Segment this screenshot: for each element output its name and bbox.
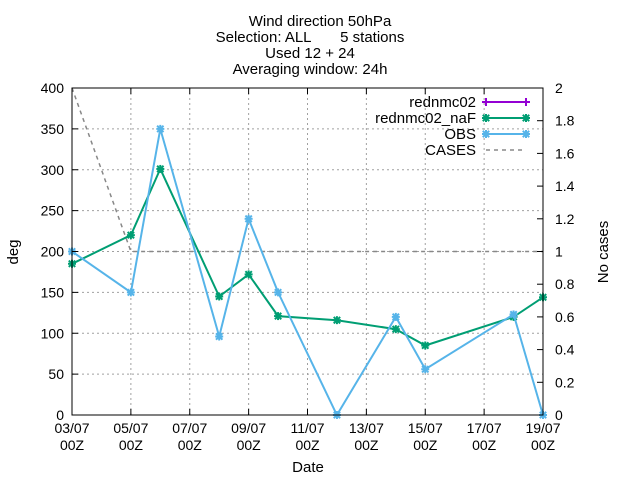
point-obs <box>274 288 283 297</box>
legend-marker-rednmc02-naf <box>482 114 490 122</box>
y-tick-label: 50 <box>48 366 64 382</box>
point-obs <box>421 365 430 374</box>
x-tick-label-time: 00Z <box>531 437 556 453</box>
legend-marker-obs-d2 <box>482 130 490 138</box>
series-line-cases <box>71 87 543 253</box>
y-axis: 0 50 100 150 200 250 300 350 400 <box>41 80 78 423</box>
legend-marker-rednmc02 <box>522 98 530 106</box>
y2-tick-label: 0.2 <box>555 374 575 390</box>
legend-marker-obs <box>522 130 530 138</box>
title-line-1: Wind direction 50hPa <box>249 13 392 30</box>
x-tick-label-time: 00Z <box>237 437 262 453</box>
x-tick-label-date: 19/07 <box>525 420 560 436</box>
legend-label-cases: CASES <box>425 142 476 159</box>
y-tick-label: 400 <box>41 80 65 96</box>
legend-label-rednmc02-naf: rednmc02_naF <box>375 110 476 127</box>
point-rednmc02-naf <box>391 325 400 334</box>
legend-label-obs: OBS <box>444 126 476 143</box>
y2-tick-label: 0.4 <box>555 342 575 358</box>
y-tick-label: 250 <box>41 203 65 219</box>
point-obs-d2 <box>244 214 253 223</box>
point-rednmc02-naf <box>421 341 430 350</box>
series-line-obs <box>71 128 544 418</box>
legend-marker-obs-d2 <box>522 130 530 138</box>
y2-tick-label: 1.4 <box>555 178 575 194</box>
point-obs-d2 <box>391 312 400 321</box>
x-tick-label-time: 00Z <box>354 437 379 453</box>
point-obs-d2 <box>156 124 165 133</box>
x-tick-label-date: 15/07 <box>408 420 443 436</box>
x-tick-label-date: 03/07 <box>54 420 89 436</box>
y-tick-label: 100 <box>41 325 65 341</box>
point-obs-d2 <box>126 288 135 297</box>
point-obs <box>126 288 135 297</box>
title-line-2: Selection: ALL 5 stations <box>216 29 405 46</box>
point-rednmc02-naf <box>126 231 135 240</box>
y2-tick-label: 0 <box>555 407 563 423</box>
x-tick-label-date: 13/07 <box>349 420 384 436</box>
y2-axis-title: No cases <box>595 221 612 284</box>
x-tick-label-time: 00Z <box>413 437 438 453</box>
title-line-4: Averaging window: 24h <box>233 61 388 78</box>
title-line-3: Used 12 + 24 <box>265 45 355 62</box>
y-tick-label: 350 <box>41 121 65 137</box>
x-tick-label-date: 11/07 <box>291 420 325 436</box>
y2-axis: 0 0.2 0.4 0.6 0.8 1 1.2 1.4 1.6 1.8 2 <box>537 80 575 423</box>
legend-marker-obs <box>482 130 490 138</box>
x-tick-label-date: 05/07 <box>113 420 148 436</box>
x-tick-label-date: 09/07 <box>231 420 266 436</box>
x-axis: 03/0700Z05/0700Z07/0700Z09/0700Z11/0700Z… <box>54 88 561 453</box>
x-axis-title: Date <box>292 459 324 476</box>
y-tick-label: 300 <box>41 162 65 178</box>
series-line-rednmc02-naf <box>71 166 544 347</box>
point-obs-d2 <box>421 365 430 374</box>
y2-tick-label: 2 <box>555 80 563 96</box>
y2-tick-label: 0.6 <box>555 309 575 325</box>
x-tick-label-time: 00Z <box>472 437 497 453</box>
x-tick-label-time: 00Z <box>295 437 320 453</box>
point-rednmc02-naf <box>332 316 341 325</box>
point-obs <box>215 332 224 341</box>
y2-tick-label: 1.6 <box>555 145 575 161</box>
legend-marker-rednmc02 <box>482 98 490 106</box>
point-obs-d2 <box>274 288 282 297</box>
y-tick-label: 0 <box>56 407 64 423</box>
y-tick-label: 200 <box>41 244 65 260</box>
y-axis-title: deg <box>5 239 22 264</box>
chart-title: Wind direction 50hPa Selection: ALL 5 st… <box>216 13 405 78</box>
point-obs <box>391 312 400 321</box>
y2-tick-label: 0.8 <box>555 276 575 292</box>
point-obs <box>244 214 253 223</box>
grid <box>72 88 543 415</box>
y2-tick-label: 1.8 <box>555 113 575 129</box>
legend-marker-rednmc02-naf <box>522 114 530 122</box>
x-tick-label-time: 00Z <box>119 437 144 453</box>
point-rednmc02-naf <box>215 292 224 301</box>
y-tick-label: 150 <box>41 284 65 300</box>
legend-label-rednmc02: rednmc02 <box>409 94 476 111</box>
point-obs <box>156 124 165 133</box>
y2-tick-label: 1 <box>555 244 563 260</box>
point-obs <box>509 310 518 319</box>
point-rednmc02-naf <box>156 164 165 173</box>
x-tick-label-date: 17/07 <box>467 420 502 436</box>
point-obs-d2 <box>215 332 224 341</box>
point-rednmc02-naf <box>244 270 253 279</box>
y2-tick-label: 1.2 <box>555 211 575 227</box>
point-rednmc02-naf <box>274 312 283 321</box>
x-tick-label-date: 07/07 <box>172 420 207 436</box>
x-tick-label-time: 00Z <box>178 437 203 453</box>
point-obs-d2 <box>509 310 518 319</box>
x-tick-label-time: 00Z <box>60 437 85 453</box>
